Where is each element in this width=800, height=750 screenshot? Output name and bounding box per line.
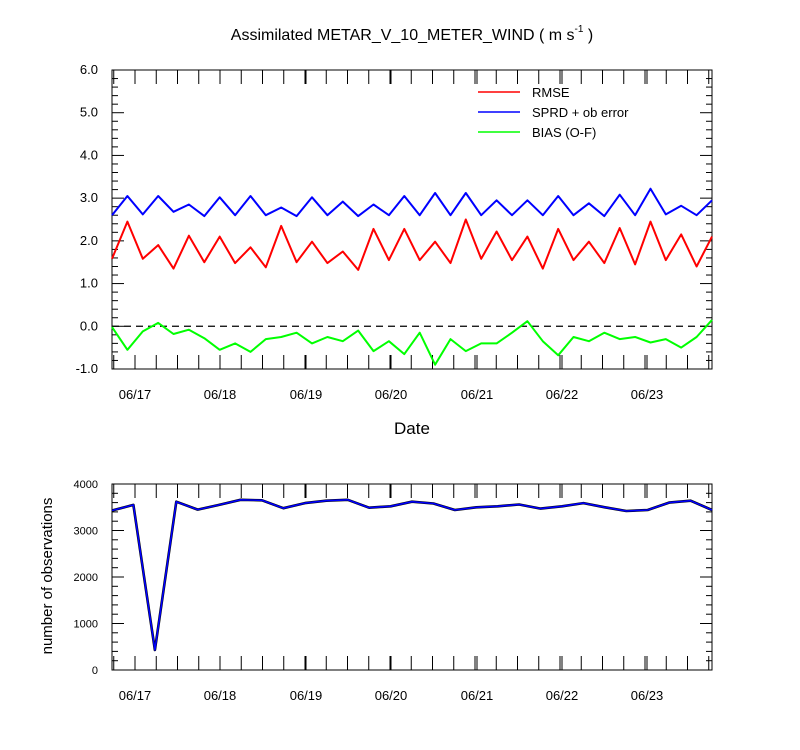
bottom-x-tick-label: 06/20 [375,688,408,703]
bottom-x-tick-label: 06/22 [546,688,579,703]
top-x-tick-label: 06/18 [204,387,237,402]
bottom-x-tick-label: 06/18 [204,688,237,703]
legend-label-sprd: SPRD + ob error [532,105,629,120]
bottom-x-tick-label: 06/19 [290,688,323,703]
top-x-tick-label: 06/22 [546,387,579,402]
bottom-y-tick-label: 2000 [74,572,98,584]
top-x-tick-label: 06/17 [119,387,152,402]
top-x-tick-label: 06/20 [375,387,408,402]
top-y-tick-label: 0.0 [80,318,98,333]
bottom-x-tick-label: 06/21 [461,688,494,703]
title-end: ) [583,27,593,44]
bottom-y-tick-label: 0 [92,665,98,677]
top-y-tick-label: 1.0 [80,276,98,291]
top-x-tick-label: 06/23 [631,387,664,402]
series-line-rmse [111,218,713,271]
bottom-y-tick-label: 4000 [74,479,98,491]
series-line-sprd-ob-error [111,187,713,218]
legend-label-rmse: RMSE [532,85,570,100]
top-y-tick-label: 6.0 [80,62,98,77]
observation-count-line [111,498,713,651]
bottom-plot: 0 1000 2000 3000 4000 06/17 06/18 06/19 06/20 06/… [74,479,713,703]
series-line-bias-o-f [111,319,713,366]
y-axis-label-observations: number of observations [39,498,56,655]
top-y-tick-label: 5.0 [80,105,98,120]
top-x-tick-label: 06/19 [290,387,323,402]
bottom-x-tick-label: 06/17 [119,688,152,703]
title-superscript: -1 [575,24,584,35]
bottom-y-tick-label: 3000 [74,526,98,538]
bottom-x-tick-label: 06/23 [631,688,664,703]
bottom-plot-frame [111,483,713,671]
x-axis-label: Date [394,419,430,438]
top-y-tick-label: 4.0 [80,147,98,162]
chart-title: Assimilated METAR_V_10_METER_WIND ( m s-… [231,24,593,44]
top-plot-frame [111,69,713,370]
top-x-tick-label: 06/21 [461,387,494,402]
top-y-tick-label: 2.0 [80,233,98,248]
top-y-tick-label: 3.0 [80,190,98,205]
observation-count-line-shadow [111,498,713,652]
bottom-y-tick-label: 1000 [74,619,98,631]
top-plot: -1.0 0.0 1.0 2.0 3.0 4.0 5.0 6.0 06/17 06/18 06/19… [76,62,713,402]
legend-label-bias: BIAS (O-F) [532,125,596,140]
top-y-tick-label: -1.0 [76,361,98,376]
legend: RMSE SPRD + ob error BIAS (O-F) [478,85,629,140]
